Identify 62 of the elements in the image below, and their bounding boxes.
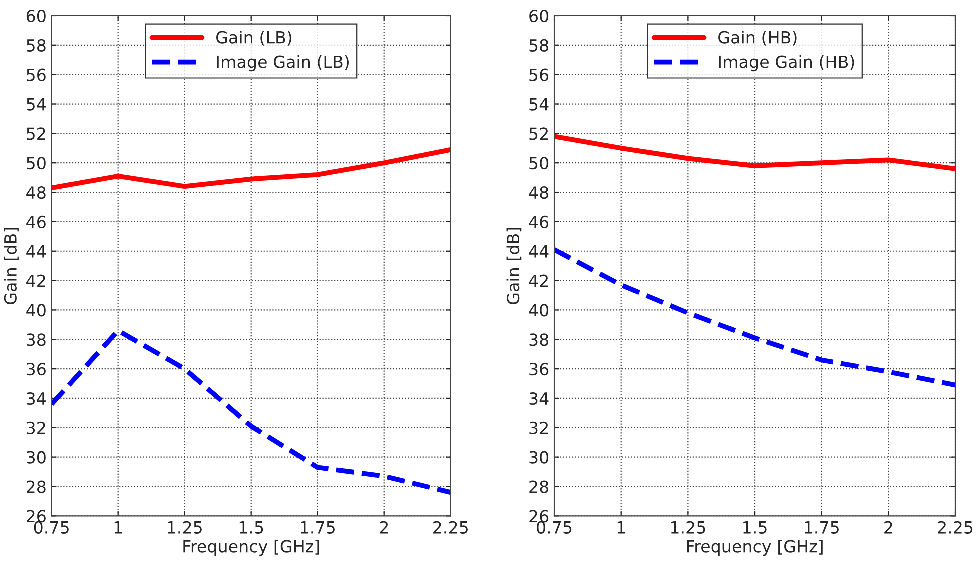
y-tick-label: 44	[529, 246, 549, 258]
y-tick-label: 58	[530, 39, 549, 52]
y-tick-label: 34	[27, 392, 46, 406]
x-tick-label: 0.75	[537, 521, 572, 534]
y-tick-label: 30	[530, 451, 549, 464]
y-tick-label: 32	[530, 422, 548, 434]
x-tick-label: 1	[618, 522, 626, 534]
legend-label: Image Gain (LB)	[217, 55, 349, 72]
y-tick-label: 26	[26, 510, 46, 523]
y-tick-label: 44	[26, 246, 46, 258]
x-tick-label: 1.5	[240, 522, 264, 534]
x-tick-label: 2.25	[938, 521, 973, 534]
y-tick-label: 60	[530, 10, 549, 23]
x-axis-title: Frequency [GHz]	[184, 540, 320, 556]
y-tick-label: 52	[530, 128, 548, 140]
y-tick-label: 28	[530, 480, 549, 494]
y-axis-title: Gain [dB]	[506, 228, 522, 304]
y-tick-label: 26	[530, 510, 549, 523]
y-tick-label: 38	[27, 334, 46, 346]
y-tick-label: 36	[27, 363, 46, 376]
y-tick-label: 50	[27, 157, 46, 170]
y-tick-label: 40	[26, 304, 46, 317]
y-axis-title: Gain [dB]	[4, 228, 19, 304]
x-tick-label: 1	[114, 522, 122, 534]
y-tick-label: 36	[530, 363, 549, 376]
y-tick-label: 38	[530, 334, 549, 346]
y-tick-label: 42	[529, 274, 548, 288]
y-tick-label: 46	[529, 216, 549, 229]
legend-label: Gain (LB)	[216, 30, 292, 46]
x-tick-label: 2	[380, 521, 388, 534]
y-tick-label: 48	[26, 186, 46, 200]
y-tick-label: 50	[530, 157, 549, 170]
y-tick-label: 32	[27, 422, 46, 434]
x-tick-label: 1.75	[805, 522, 839, 534]
x-tick-label: 2.25	[434, 521, 468, 534]
x-tick-label: 0.75	[34, 521, 69, 534]
y-tick-label: 34	[530, 392, 549, 406]
x-axis-title: Frequency [GHz]	[687, 540, 823, 556]
y-tick-label: 46	[26, 216, 46, 229]
legend-label: Gain (HB)	[718, 30, 797, 46]
y-tick-label: 54	[27, 98, 46, 111]
legend-label: Image Gain (HB)	[719, 55, 854, 72]
y-tick-label: 60	[26, 10, 46, 23]
y-tick-label: 54	[530, 98, 549, 111]
y-tick-label: 28	[26, 480, 46, 494]
y-tick-label: 40	[529, 304, 549, 317]
y-tick-label: 52	[27, 128, 46, 140]
line-series	[554, 134, 956, 172]
x-tick-label: 1.25	[168, 521, 202, 534]
line-series	[554, 247, 956, 388]
x-tick-label: 1.5	[744, 522, 767, 534]
y-tick-label: 48	[529, 186, 549, 200]
y-tick-label: 56	[530, 68, 549, 82]
x-tick-label: 1.75	[301, 522, 335, 534]
line-series	[52, 147, 451, 191]
line-series	[52, 328, 451, 496]
y-tick-label: 42	[26, 274, 46, 288]
y-tick-label: 30	[27, 451, 46, 464]
x-tick-label: 2	[884, 521, 892, 534]
y-tick-label: 56	[27, 68, 46, 82]
x-tick-label: 1.25	[671, 521, 706, 534]
y-tick-label: 58	[27, 39, 46, 52]
